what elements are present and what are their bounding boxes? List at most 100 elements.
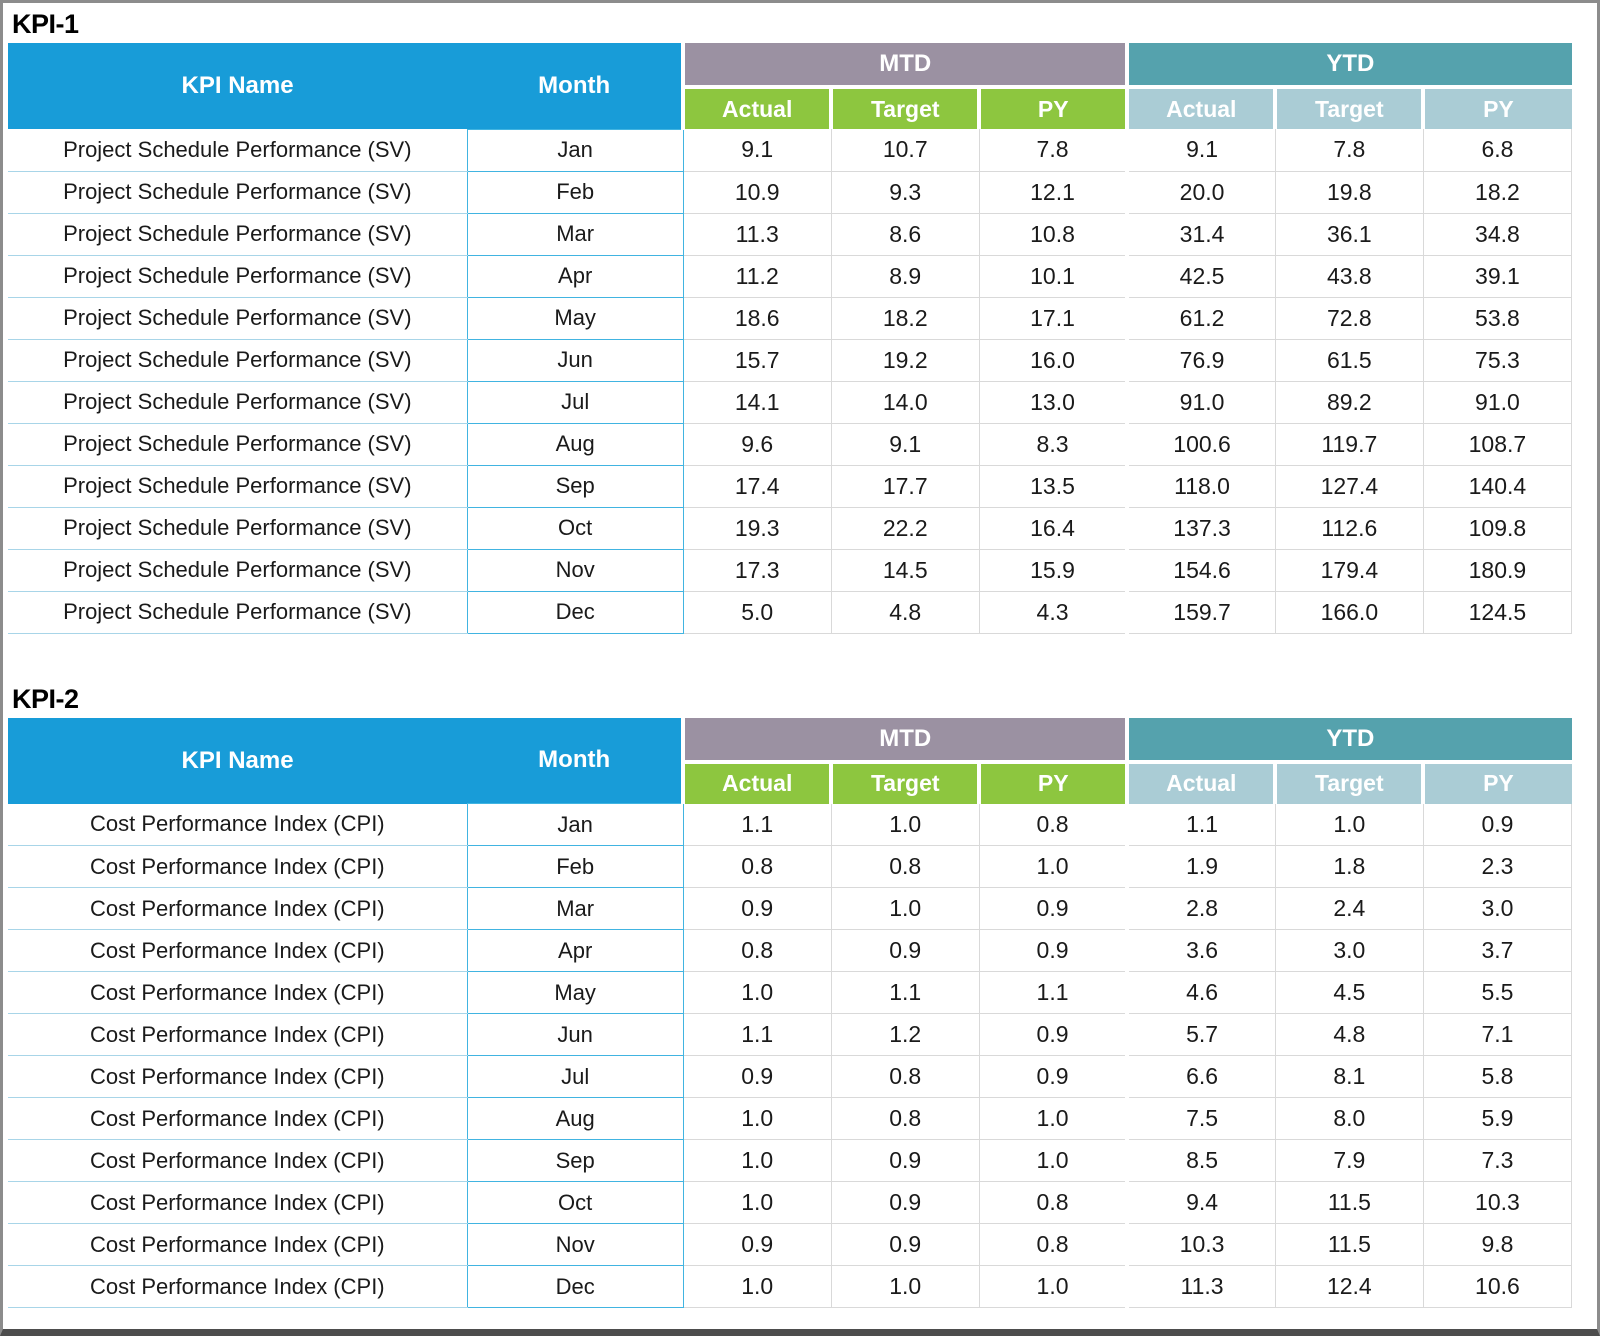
ytd-target-cell: 7.8 [1275,129,1424,172]
header-sub-row: Actual Target PY Actual Target PY [8,761,1572,804]
ytd-target-header: Target [1275,761,1426,804]
kpi-name-cell: Project Schedule Performance (SV) [8,171,468,214]
mtd-actual-cell: 1.1 [683,1013,832,1056]
mtd-py-cell: 0.9 [979,1055,1128,1098]
table-row: Cost Performance Index (CPI) Aug 1.0 0.8… [8,1097,1573,1140]
mtd-actual-cell: 1.0 [683,1097,832,1140]
table-row: Project Schedule Performance (SV) Dec 5.… [8,590,1573,634]
month-cell: Sep [466,464,684,508]
ytd-actual-cell: 9.4 [1125,1181,1276,1224]
kpi-name-cell: Cost Performance Index (CPI) [8,803,468,846]
month-cell: Jun [466,1013,684,1056]
ytd-target-cell: 8.1 [1275,1055,1424,1098]
table-row: Project Schedule Performance (SV) Feb 10… [8,170,1573,214]
ytd-target-cell: 119.7 [1275,423,1424,466]
month-cell: Aug [466,422,684,466]
ytd-py-header: PY [1423,87,1572,129]
mtd-py-cell: 16.4 [979,507,1128,550]
mtd-actual-cell: 19.3 [683,507,832,550]
table-row: Cost Performance Index (CPI) Mar 0.9 1.0… [8,887,1573,930]
mtd-py-cell: 10.8 [979,213,1128,256]
kpi-name-header: KPI Name [8,43,468,129]
ytd-actual-header: Actual [1127,761,1278,804]
mtd-actual-cell: 1.1 [683,803,832,846]
mtd-py-cell: 17.1 [979,297,1128,340]
ytd-actual-cell: 8.5 [1125,1139,1276,1182]
month-cell: Feb [466,845,684,888]
ytd-py-cell: 7.3 [1423,1139,1573,1182]
kpi-name-cell: Cost Performance Index (CPI) [8,887,468,930]
ytd-target-cell: 19.8 [1275,171,1424,214]
ytd-target-cell: 11.5 [1275,1181,1424,1224]
mtd-actual-cell: 9.1 [683,129,832,172]
month-cell: Mar [466,887,684,930]
mtd-py-cell: 0.8 [979,1181,1128,1224]
ytd-actual-cell: 118.0 [1125,465,1276,508]
month-cell: Jul [466,1055,684,1098]
mtd-target-cell: 1.1 [831,971,980,1014]
kpi-name-cell: Cost Performance Index (CPI) [8,1139,468,1182]
month-cell: Jul [466,380,684,424]
mtd-py-cell: 1.0 [979,1139,1128,1182]
mtd-target-cell: 0.9 [831,929,980,972]
ytd-actual-cell: 31.4 [1125,213,1276,256]
ytd-py-cell: 5.8 [1423,1055,1573,1098]
ytd-target-cell: 61.5 [1275,339,1424,382]
mtd-py-cell: 16.0 [979,339,1128,382]
mtd-target-cell: 10.7 [831,129,980,172]
mtd-actual-cell: 1.0 [683,1181,832,1224]
header-sub-row: Actual Target PY Actual Target PY [8,87,1572,129]
ytd-target-cell: 4.5 [1275,971,1424,1014]
mtd-actual-cell: 11.3 [683,213,832,256]
table-row: Cost Performance Index (CPI) Sep 1.0 0.9… [8,1139,1573,1182]
table-row: Project Schedule Performance (SV) Jan 9.… [8,128,1573,172]
mtd-target-cell: 0.9 [831,1223,980,1266]
ytd-target-cell: 1.0 [1275,803,1424,846]
table-row: Project Schedule Performance (SV) May 18… [8,296,1573,340]
kpi2-section-title: KPI-2 [12,683,79,714]
month-cell: Dec [466,590,684,634]
ytd-py-cell: 18.2 [1423,171,1573,214]
mtd-actual-cell: 17.3 [683,549,832,592]
kpi-name-cell: Project Schedule Performance (SV) [8,255,468,298]
kpi-name-cell: Cost Performance Index (CPI) [8,929,468,972]
ytd-actual-cell: 9.1 [1125,129,1276,172]
mtd-target-cell: 4.8 [831,591,980,634]
ytd-actual-cell: 137.3 [1125,507,1276,550]
kpi2-table: KPI Name Month MTD YTD Actual Target PY … [8,717,1573,1308]
mtd-actual-cell: 18.6 [683,297,832,340]
month-cell: Nov [466,548,684,592]
mtd-target-cell: 18.2 [831,297,980,340]
mtd-actual-cell: 0.9 [683,1223,832,1266]
mtd-py-cell: 15.9 [979,549,1128,592]
kpi-name-cell: Cost Performance Index (CPI) [8,971,468,1014]
kpi-name-cell: Cost Performance Index (CPI) [8,1097,468,1140]
month-cell: Sep [466,1139,684,1182]
month-cell: May [466,971,684,1014]
mtd-py-header: PY [979,87,1130,129]
mtd-py-cell: 1.0 [979,845,1128,888]
header-band-row: KPI Name Month MTD YTD [8,43,1572,129]
mtd-target-header: Target [831,87,982,129]
table-row: Cost Performance Index (CPI) Feb 0.8 0.8… [8,845,1573,888]
table-row: Cost Performance Index (CPI) Oct 1.0 0.9… [8,1181,1573,1224]
ytd-py-cell: 5.5 [1423,971,1573,1014]
ytd-target-cell: 112.6 [1275,507,1424,550]
ytd-actual-cell: 10.3 [1125,1223,1276,1266]
mtd-actual-header: Actual [683,761,834,804]
table-row: Project Schedule Performance (SV) Nov 17… [8,548,1573,592]
table-row: Cost Performance Index (CPI) Jul 0.9 0.8… [8,1055,1573,1098]
kpi-name-cell: Cost Performance Index (CPI) [8,1181,468,1224]
mtd-py-cell: 0.8 [979,1223,1128,1266]
mtd-py-cell: 12.1 [979,171,1128,214]
ytd-actual-cell: 6.6 [1125,1055,1276,1098]
ytd-target-cell: 36.1 [1275,213,1424,256]
ytd-target-cell: 89.2 [1275,381,1424,424]
ytd-py-cell: 5.9 [1423,1097,1573,1140]
ytd-target-cell: 8.0 [1275,1097,1424,1140]
mtd-target-cell: 17.7 [831,465,980,508]
mtd-py-cell: 0.9 [979,929,1128,972]
mtd-actual-cell: 17.4 [683,465,832,508]
mtd-py-cell: 0.8 [979,803,1128,846]
kpi-name-cell: Project Schedule Performance (SV) [8,591,468,634]
